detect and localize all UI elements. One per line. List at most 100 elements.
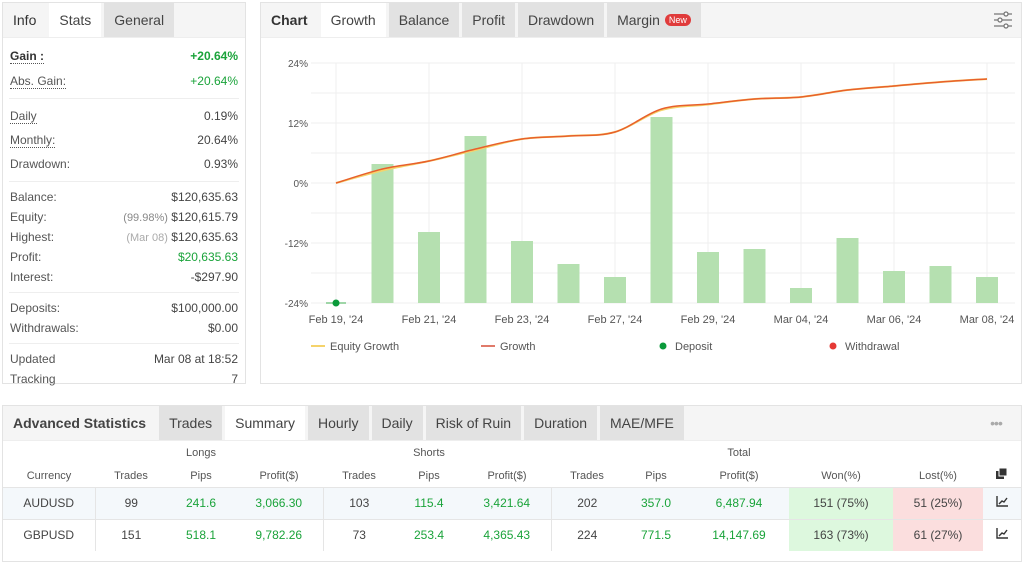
- advanced-tabs: Advanced Statistics Trades Summary Hourl…: [3, 406, 1021, 441]
- column-header: Profit($): [719, 469, 759, 482]
- profit-bar: [976, 277, 998, 303]
- legend-label: Withdrawal: [845, 341, 899, 353]
- table-cell: 103: [322, 487, 395, 519]
- legend-label: Equity Growth: [330, 341, 399, 353]
- table-cell: GBPUSD: [23, 528, 75, 543]
- x-tick-label: Feb 29, '24: [681, 314, 736, 326]
- tab-duration[interactable]: Duration: [524, 406, 598, 440]
- tab-growth[interactable]: Growth: [320, 3, 386, 37]
- profit-bar: [790, 288, 812, 303]
- profit-value: $20,635.63: [177, 250, 238, 264]
- abs-gain-value: +20.64%: [190, 74, 238, 88]
- tab-drawdown[interactable]: Drawdown: [517, 3, 605, 37]
- gain-value: +20.64%: [190, 49, 238, 63]
- profit-bar: [464, 136, 487, 303]
- copy-icon[interactable]: [983, 465, 1021, 487]
- column-header: Trades: [114, 469, 148, 482]
- profit-bar: [650, 117, 673, 303]
- table-cell: 253.4: [413, 528, 445, 543]
- profit-bar: [836, 238, 859, 303]
- tab-margin[interactable]: Margin New: [607, 3, 701, 37]
- table-cell: 151: [94, 519, 167, 551]
- table-cell: 518.1: [185, 528, 217, 543]
- column-header: Profit($): [487, 469, 527, 482]
- shorts-header: Shorts: [413, 447, 445, 459]
- tracking-value: 7: [231, 372, 238, 386]
- growth-chart: 24% 12% 0% -12% -24%Feb 19, '24 Feb 21, '24 Fe…: [285, 59, 1015, 353]
- tab-balance[interactable]: Balance: [388, 3, 460, 37]
- table-cell: 163 (73%): [789, 519, 893, 551]
- abs-gain-label[interactable]: Abs. Gain:: [10, 73, 67, 89]
- tab-stats[interactable]: Stats: [49, 3, 102, 37]
- legend-label: Growth: [500, 341, 535, 353]
- chart-icon[interactable]: [983, 519, 1021, 551]
- gain-label[interactable]: Gain :: [10, 48, 45, 64]
- profit-bar: [697, 252, 719, 303]
- column-header: Currency: [26, 469, 72, 482]
- tab-margin-label: Margin: [617, 12, 660, 28]
- table-cell: 771.5: [640, 528, 672, 543]
- growth-line: [335, 78, 988, 184]
- table-cell: 99: [94, 487, 167, 519]
- profit-label: Profit:: [10, 250, 42, 264]
- monthly-value: 20.64%: [197, 133, 238, 147]
- chart-panel: Chart Growth Balance Profit Drawdown Mar…: [260, 2, 1022, 384]
- x-tick-label: Mar 06, '24: [867, 314, 922, 326]
- tab-profit[interactable]: Profit: [462, 3, 515, 37]
- profit-bar: [883, 271, 905, 303]
- interest-label: Interest:: [10, 270, 54, 284]
- profit-bar: [743, 249, 766, 303]
- chart-tabs: Chart Growth Balance Profit Drawdown Mar…: [261, 3, 1021, 38]
- longs-header: Longs: [186, 447, 216, 459]
- profit-bar: [604, 277, 626, 303]
- table-cell: 51 (25%): [893, 487, 983, 519]
- tab-hourly[interactable]: Hourly: [308, 406, 369, 440]
- legend-dot: [659, 342, 667, 350]
- chart-title: Chart: [271, 12, 308, 28]
- x-tick-label: Feb 27, '24: [588, 314, 643, 326]
- legend-dot: [829, 342, 837, 350]
- tab-risk-of-ruin[interactable]: Risk of Ruin: [425, 406, 522, 440]
- interest-value: -$297.90: [190, 270, 238, 284]
- table-cell: 9,782.26: [255, 528, 303, 543]
- summary-table: Longs Shorts Total Currency Trades Pips Profi…: [3, 441, 1021, 551]
- profit-bar: [557, 264, 580, 303]
- tab-summary[interactable]: Summary: [225, 406, 306, 440]
- sliders-icon[interactable]: [985, 3, 1021, 37]
- table-cell: 115.4: [414, 496, 444, 510]
- table-row: GBPUSD 151 518.1 9,782.26 73 253.4 4,365.43 224…: [3, 519, 1021, 551]
- x-tick-label: Mar 04, '24: [774, 314, 829, 326]
- ellipsis-icon[interactable]: •••: [990, 415, 1003, 431]
- highest-label: Highest:: [10, 230, 55, 244]
- tab-info[interactable]: Info: [13, 12, 37, 28]
- daily-label[interactable]: Daily: [10, 108, 37, 124]
- tab-mae-mfe[interactable]: MAE/MFE: [600, 406, 684, 440]
- deposits-label: Deposits:: [10, 301, 61, 315]
- highest-date: (Mar 08): [126, 232, 168, 244]
- drawdown-label: Drawdown:: [10, 157, 71, 171]
- chart-icon[interactable]: [983, 487, 1021, 519]
- deposit-marker: [332, 299, 340, 307]
- equity-value: $120,615.79: [171, 210, 238, 224]
- monthly-label[interactable]: Monthly:: [10, 132, 56, 148]
- table-cell: 357.0: [640, 496, 672, 510]
- column-header: Profit($): [259, 469, 299, 482]
- table-cell: 73: [322, 519, 395, 551]
- table-cell: 3,066.30: [255, 496, 303, 510]
- y-tick-label: 12%: [288, 119, 308, 130]
- table-row: AUDUSD 99 241.6 3,066.30 103 115.4 3,421.64 202…: [3, 487, 1021, 519]
- withdrawals-value: $0.00: [207, 321, 238, 335]
- tab-general[interactable]: General: [104, 3, 175, 37]
- tab-daily[interactable]: Daily: [371, 406, 423, 440]
- tab-trades[interactable]: Trades: [159, 406, 223, 440]
- tracking-label: Tracking: [10, 372, 56, 386]
- y-tick-label: 24%: [288, 59, 308, 70]
- equity-percent: (99.98%): [123, 212, 168, 224]
- daily-value: 0.19%: [203, 109, 238, 123]
- balance-value: $120,635.63: [171, 190, 238, 204]
- x-tick-label: Mar 08, '24: [960, 314, 1015, 326]
- table-cell: 6,487.94: [715, 496, 763, 510]
- column-header: Trades: [570, 469, 604, 482]
- column-header: Won(%): [821, 469, 861, 482]
- table-cell: 151 (75%): [789, 487, 893, 519]
